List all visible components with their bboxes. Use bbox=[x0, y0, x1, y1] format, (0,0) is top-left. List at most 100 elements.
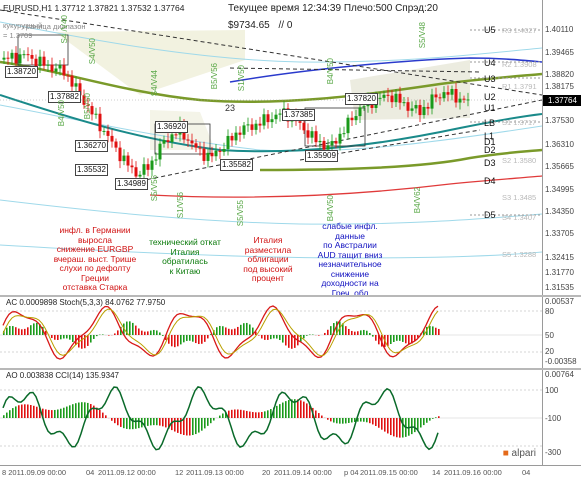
ao-bar bbox=[78, 403, 80, 418]
ac-bar bbox=[21, 329, 23, 335]
price-tick: 1.31535 bbox=[545, 283, 574, 292]
ao-bar bbox=[351, 418, 353, 422]
channel-line bbox=[0, 200, 542, 224]
ac-bar bbox=[63, 335, 65, 338]
ac-stoch-pane[interactable]: AC 0.0009898 Stoch(5,3,3) 84.0762 77.975… bbox=[0, 297, 542, 368]
ao-bar bbox=[129, 418, 131, 429]
ao-bar bbox=[117, 418, 119, 425]
candle-body bbox=[383, 95, 386, 98]
candle-body bbox=[139, 175, 142, 177]
candle-body bbox=[219, 151, 222, 152]
ao-bar bbox=[156, 418, 158, 425]
ac-bar bbox=[348, 329, 350, 335]
ind-tick: 0.00764 bbox=[545, 370, 574, 379]
candle-body bbox=[399, 94, 402, 103]
ao-bar bbox=[336, 418, 338, 423]
candle-body bbox=[3, 58, 6, 60]
ao-bar bbox=[369, 418, 371, 423]
candle-body bbox=[107, 131, 110, 136]
ind-tick: 100 bbox=[545, 386, 558, 395]
vertical-signal-label: B4/V50 bbox=[57, 100, 66, 126]
ao-bar bbox=[15, 406, 17, 418]
price-chart[interactable]: EURUSD,H1 1.37712 1.37821 1.37532 1.3776… bbox=[0, 0, 542, 295]
ao-bar bbox=[366, 418, 368, 422]
candle-body bbox=[43, 57, 46, 66]
ac-bar bbox=[102, 334, 104, 335]
candle-body bbox=[411, 108, 414, 110]
ac-bar bbox=[273, 335, 275, 338]
ac-bar bbox=[192, 335, 194, 342]
candle-body bbox=[415, 105, 418, 108]
ac-bar bbox=[15, 327, 17, 335]
time-tick: 14 bbox=[432, 468, 440, 477]
ac-bar bbox=[24, 329, 26, 335]
candle-body bbox=[143, 164, 146, 175]
candle-body bbox=[455, 89, 458, 103]
candle-body bbox=[175, 134, 178, 135]
price-tick: 1.39465 bbox=[545, 48, 574, 57]
ao-bar bbox=[183, 418, 185, 435]
time-axis[interactable]: 8 2011.09.09 00:00 04 2011.09.12 00:00 1… bbox=[0, 465, 581, 481]
candle-body bbox=[23, 54, 26, 55]
ao-bar bbox=[165, 418, 167, 427]
ac-bar bbox=[354, 332, 356, 335]
ac-bar bbox=[228, 329, 230, 335]
ao-bar bbox=[243, 410, 245, 418]
ao-bar bbox=[81, 402, 83, 418]
ac-bar bbox=[201, 335, 203, 344]
account-info: $9734.65 // 0 bbox=[228, 20, 292, 31]
ac-bar bbox=[54, 335, 56, 340]
candle-body bbox=[51, 65, 54, 72]
level-label: U1 bbox=[484, 103, 496, 113]
ao-bar bbox=[264, 411, 266, 418]
ao-bar bbox=[126, 418, 128, 429]
candle-body bbox=[163, 140, 166, 143]
ac-bar bbox=[18, 329, 20, 335]
ao-bar bbox=[321, 416, 323, 418]
ao-bar bbox=[72, 404, 74, 418]
price-tick: 1.31770 bbox=[545, 268, 574, 277]
ac-bar bbox=[51, 335, 53, 338]
ao-bar bbox=[240, 410, 242, 418]
ao-bar bbox=[24, 404, 26, 418]
ao-bar bbox=[255, 412, 257, 418]
ao-bar bbox=[57, 409, 59, 418]
candle-body bbox=[243, 125, 246, 134]
ind-tick: -0.00358 bbox=[545, 357, 577, 366]
ac-bar bbox=[177, 335, 179, 346]
candle-body bbox=[275, 115, 278, 120]
level-label: U4 bbox=[484, 58, 496, 68]
ac-bar bbox=[57, 335, 59, 340]
candle-body bbox=[423, 107, 426, 115]
ao-bar bbox=[114, 418, 116, 423]
ao-cci-canvas[interactable] bbox=[0, 370, 542, 465]
ao-bar bbox=[396, 418, 398, 437]
ao-cci-pane[interactable]: AO 0.003838 CCI(14) 135.9347 ■ alpari bbox=[0, 370, 542, 465]
candle-body bbox=[347, 118, 350, 133]
level-label: LB bbox=[484, 118, 495, 128]
time-tick: 8 2011.09.09 00:00 bbox=[2, 468, 66, 477]
ac-bar bbox=[189, 335, 191, 341]
ao-bar bbox=[315, 410, 317, 418]
candle-body bbox=[215, 151, 218, 156]
ao-bar bbox=[363, 418, 365, 422]
candle-body bbox=[59, 65, 62, 68]
ao-bar bbox=[387, 418, 389, 433]
ac-bar bbox=[30, 325, 32, 335]
price-axis[interactable]: 1.40110 1.39465 1.38820 1.38175 1.37530 … bbox=[542, 0, 581, 295]
ao-bar bbox=[51, 410, 53, 418]
ac-bar bbox=[147, 331, 149, 335]
candle-body bbox=[443, 92, 446, 98]
candle-body bbox=[75, 83, 78, 86]
ac-bar bbox=[432, 326, 434, 335]
ac-stoch-canvas[interactable] bbox=[0, 297, 542, 368]
time-info: Текущее время 12:34:39 Плечо:500 Спрэд:2… bbox=[228, 3, 438, 14]
candle-body bbox=[223, 149, 226, 152]
ao-bar bbox=[282, 403, 284, 418]
candle-body bbox=[391, 96, 394, 103]
ac-stoch-axis: 0.00537 80 50 20 -0.00358 bbox=[542, 297, 581, 368]
ao-bar bbox=[288, 400, 290, 418]
candle-body bbox=[403, 102, 406, 103]
ao-bar bbox=[18, 405, 20, 418]
ao-bar bbox=[66, 407, 68, 418]
